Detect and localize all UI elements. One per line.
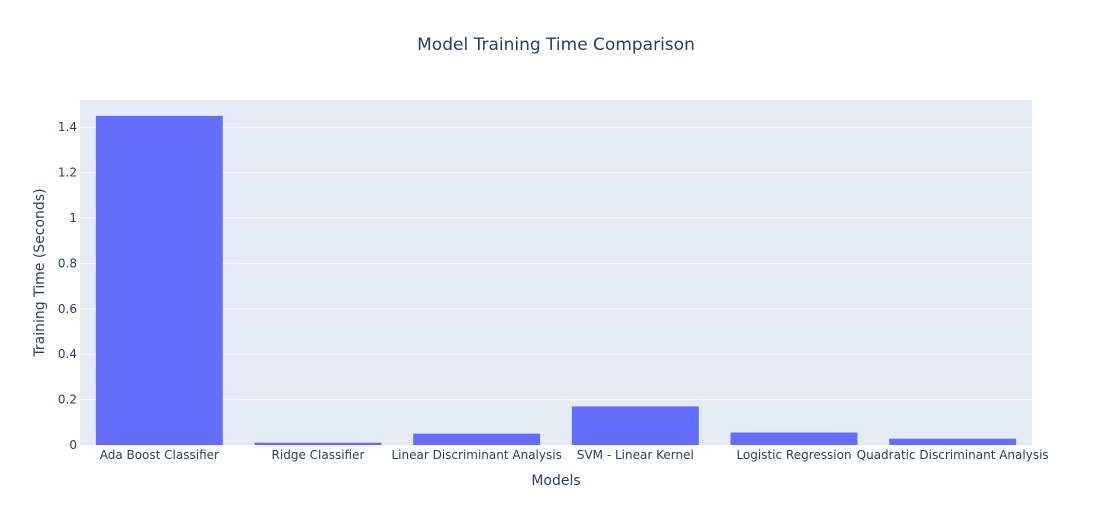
x-tick-label: SVM - Linear Kernel [577, 448, 694, 462]
bar-svm-linear-kernel[interactable] [571, 406, 699, 445]
x-tick-label: Quadratic Discriminant Analysis [857, 448, 1049, 462]
y-tick-label: 0.6 [58, 302, 77, 316]
x-axis-title: Models [531, 473, 580, 489]
chart-title: Model Training Time Comparison [417, 35, 695, 55]
y-tick-label: 1.4 [58, 120, 77, 134]
y-tick-label: 1.2 [58, 166, 77, 180]
bar-ada-boost-classifier[interactable] [95, 115, 223, 446]
bar-ridge-classifier[interactable] [254, 442, 382, 445]
y-tick-label: 0 [69, 438, 77, 452]
bars [95, 115, 1017, 446]
y-tick-label: 0.2 [58, 393, 77, 407]
bar-logistic-regression[interactable] [730, 432, 858, 445]
y-tick-label: 1 [69, 211, 77, 225]
x-tick-label: Linear Discriminant Analysis [391, 448, 561, 462]
x-axis-ticks: Ada Boost Classifier Ridge Classifier Line… [100, 448, 1049, 462]
gridlines [80, 126, 1032, 401]
y-tick-label: 0.8 [58, 256, 77, 270]
y-axis-ticks: 0 0.2 0.4 0.6 0.8 1 1.2 1.4 [58, 120, 77, 452]
x-tick-label: Ada Boost Classifier [100, 448, 219, 462]
plot-area [80, 100, 1032, 445]
bar-linear-discriminant-analysis[interactable] [413, 433, 541, 445]
bar-quadratic-discriminant-analysis[interactable] [889, 438, 1017, 445]
x-tick-label: Ridge Classifier [272, 448, 365, 462]
y-tick-label: 0.4 [58, 347, 77, 361]
y-axis-title: Training Time (Seconds) [32, 188, 48, 357]
x-tick-label: Logistic Regression [736, 448, 851, 462]
